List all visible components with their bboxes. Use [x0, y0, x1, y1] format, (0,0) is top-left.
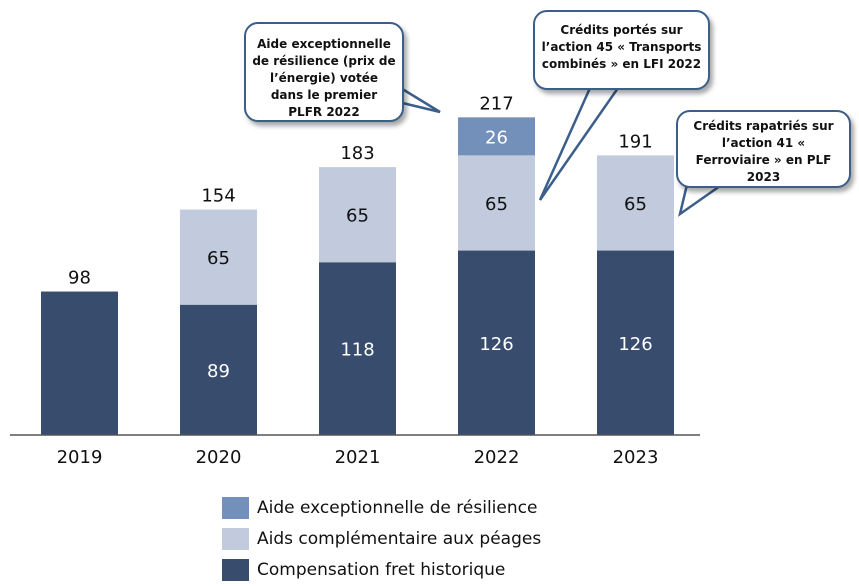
total-label-2021: 183: [340, 143, 374, 164]
x-tick-2019: 2019: [57, 447, 103, 468]
x-tick-2023: 2023: [613, 447, 659, 468]
bar-2022-series-1: [458, 155, 535, 251]
data-label-2021-series-1: 65: [346, 206, 369, 227]
bar-2019-series-0: [41, 291, 118, 435]
bar-2022-series-0: [458, 250, 535, 435]
legend-swatch: [222, 496, 249, 519]
x-tick-2021: 2021: [335, 447, 381, 468]
bar-2023-series-0: [597, 250, 674, 435]
data-label-2022-series-0: 126: [479, 334, 513, 355]
data-label-2023-series-1: 65: [624, 194, 647, 215]
callout-plf-2023: Crédits rapatriés sur l’action 41 « Ferr…: [676, 110, 851, 188]
data-label-2022-series-1: 65: [485, 194, 508, 215]
bar-2020-series-0: [180, 304, 257, 435]
x-tick-2022: 2022: [474, 447, 520, 468]
legend: Aide exceptionnelle de résilience Aids co…: [222, 492, 541, 585]
legend-item-2: Aide exceptionnelle de résilience: [222, 492, 541, 523]
legend-label: Aide exceptionnelle de résilience: [257, 497, 538, 518]
data-label-2020-series-1: 65: [207, 248, 230, 269]
legend-swatch: [222, 558, 249, 581]
bar-2020-series-1: [180, 209, 257, 305]
total-label-2023: 191: [618, 131, 652, 152]
callout-2022-resilience: Aide exceptionnelle de résilience (prix …: [244, 22, 404, 122]
data-label-2022-series-2: 26: [485, 127, 508, 148]
data-label-2021-series-0: 118: [340, 340, 374, 361]
legend-label: Aids complémentaire aux péages: [257, 528, 542, 549]
bar-2022-series-2: [458, 117, 535, 156]
bar-2023-series-1: [597, 155, 674, 251]
x-tick-2020: 2020: [196, 447, 242, 468]
callout-lfi-2022: Crédits portés sur l’action 45 « Transpo…: [533, 10, 710, 90]
legend-swatch: [222, 527, 249, 550]
total-label-2022: 217: [479, 93, 513, 114]
total-label-2019: 98: [68, 268, 91, 289]
legend-item-1: Aids complémentaire aux péages: [222, 523, 541, 554]
data-label-2020-series-0: 89: [207, 361, 230, 382]
legend-item-0: Compensation fret historique: [222, 554, 541, 585]
total-label-2020: 154: [201, 186, 235, 207]
data-label-2023-series-0: 126: [618, 334, 652, 355]
legend-label: Compensation fret historique: [257, 559, 506, 580]
bar-2021-series-1: [319, 167, 396, 263]
stacked-bar-chart: 98 2019 89 65 154 2020 118 65 183 2021 126 65 26 217 2…: [10, 86, 723, 468]
bar-2021-series-0: [319, 262, 396, 435]
